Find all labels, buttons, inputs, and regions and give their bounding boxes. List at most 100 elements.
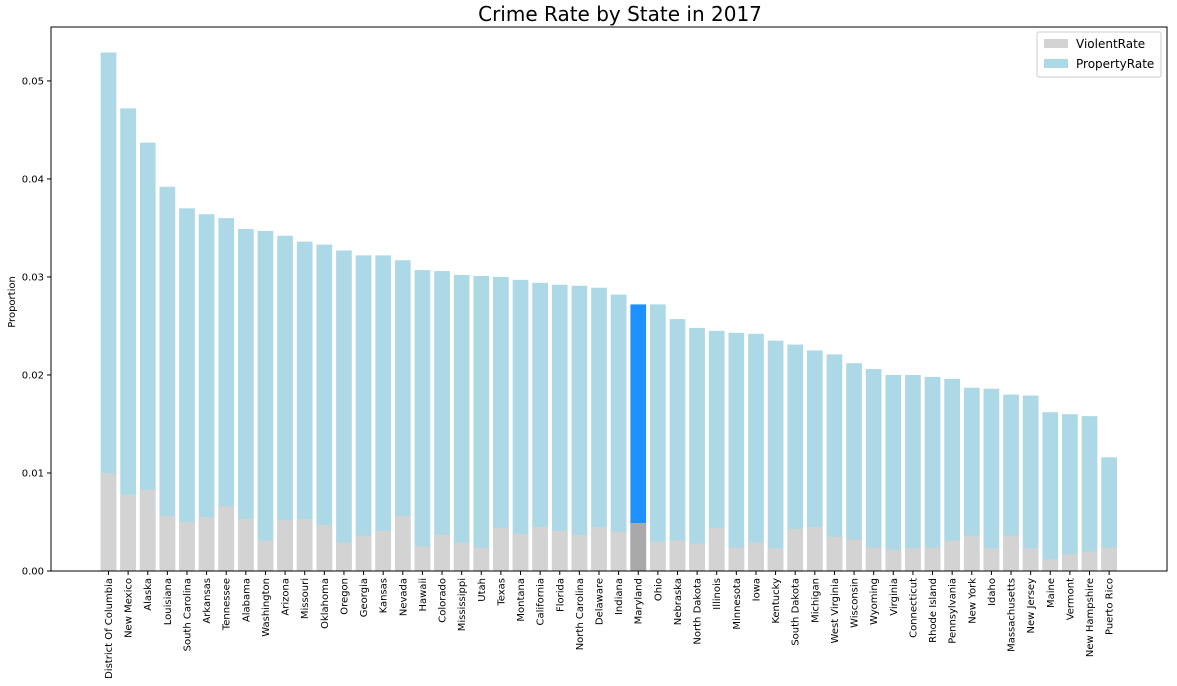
bar-violentrate-wisconsin xyxy=(846,539,862,571)
bar-violentrate-nevada xyxy=(394,516,411,571)
legend-swatch-violentrate xyxy=(1044,39,1068,48)
bar-propertyrate-mississippi xyxy=(453,274,470,571)
bar-violentrate-louisiana xyxy=(159,516,176,571)
y-tick-label: 0.00 xyxy=(22,567,44,578)
bar-propertyrate-florida xyxy=(551,284,568,571)
x-tick-label-utah: Utah xyxy=(477,578,488,602)
bar-propertyrate-louisiana xyxy=(159,186,176,572)
bar-propertyrate-tennessee xyxy=(218,218,235,571)
bar-propertyrate-maryland xyxy=(630,304,647,571)
bar-propertyrate-district-of-columbia xyxy=(100,52,117,572)
x-tick-label-kentucky: Kentucky xyxy=(771,578,782,624)
x-tick-label-texas: Texas xyxy=(496,578,507,607)
x-tick-label-district-of-columbia: District Of Columbia xyxy=(104,578,115,679)
bar-propertyrate-connecticut xyxy=(905,374,921,571)
x-tick-label-north-carolina: North Carolina xyxy=(575,578,586,650)
bar-propertyrate-nevada xyxy=(394,260,411,571)
bar-propertyrate-texas xyxy=(493,276,509,571)
axes-layer: 0.00 0.01 0.02 0.03 0.04 0.05 District Of Colu… xyxy=(22,26,1168,679)
bar-propertyrate-vermont xyxy=(1062,414,1078,571)
bar-propertyrate-new-hampshire xyxy=(1081,416,1098,571)
bar-propertyrate-massachusetts xyxy=(1003,394,1019,571)
x-tick-label-louisiana: Louisiana xyxy=(163,578,174,625)
bar-propertyrate-rhode-island xyxy=(924,376,941,571)
legend-label-violentrate: ViolentRate xyxy=(1076,37,1145,51)
bar-violentrate-alabama xyxy=(237,519,254,571)
bar-propertyrate-arkansas xyxy=(198,214,215,571)
bar-violentrate-mississippi xyxy=(453,542,470,571)
x-tick-label-indiana: Indiana xyxy=(614,578,625,615)
bar-violentrate-new-jersey xyxy=(1022,548,1039,571)
x-tick-label-connecticut: Connecticut xyxy=(908,578,919,638)
x-tick-label-california: California xyxy=(536,578,547,626)
bar-violentrate-virginia xyxy=(885,549,902,571)
bar-violentrate-alaska xyxy=(139,489,156,571)
bar-propertyrate-wyoming xyxy=(865,369,882,571)
x-tick-label-nevada: Nevada xyxy=(398,578,409,616)
x-tick-label-new-mexico: New Mexico xyxy=(124,578,135,638)
x-tick-label-alabama: Alabama xyxy=(241,578,252,622)
x-tick-label-mississippi: Mississippi xyxy=(457,578,468,631)
bar-violentrate-utah xyxy=(473,547,490,571)
bar-propertyrate-kentucky xyxy=(767,340,784,571)
bar-propertyrate-missouri xyxy=(296,241,313,571)
x-tick-label-washington: Washington xyxy=(261,578,272,637)
y-tick-label: 0.03 xyxy=(22,272,44,283)
x-tick-label-idaho: Idaho xyxy=(987,578,998,606)
bar-violentrate-pennsylvania xyxy=(944,540,961,571)
bar-violentrate-kentucky xyxy=(767,548,784,571)
x-tick-label-missouri: Missouri xyxy=(300,578,311,619)
bar-propertyrate-pennsylvania xyxy=(944,378,961,571)
bar-violentrate-arkansas xyxy=(198,517,215,571)
legend: ViolentRate PropertyRate xyxy=(1036,31,1162,78)
bar-propertyrate-idaho xyxy=(983,388,1000,571)
bar-violentrate-north-dakota xyxy=(689,543,705,571)
bar-violentrate-minnesota xyxy=(728,547,745,571)
x-tick-label-hawaii: Hawaii xyxy=(418,578,429,612)
bar-violentrate-new-mexico xyxy=(120,494,136,571)
bar-propertyrate-washington xyxy=(257,230,274,571)
bar-violentrate-massachusetts xyxy=(1003,535,1019,571)
bar-propertyrate-illinois xyxy=(708,330,725,571)
bar-propertyrate-california xyxy=(532,282,548,571)
bar-violentrate-washington xyxy=(257,540,274,571)
x-tick-label-west-virginia: West Virginia xyxy=(830,578,841,643)
bar-propertyrate-alaska xyxy=(139,142,156,571)
legend-label-propertyrate: PropertyRate xyxy=(1076,57,1154,71)
x-tick-label-georgia: Georgia xyxy=(359,578,370,617)
bar-propertyrate-indiana xyxy=(610,294,627,571)
bar-propertyrate-kansas xyxy=(375,255,392,571)
x-tick-label-montana: Montana xyxy=(516,578,527,622)
bar-propertyrate-montana xyxy=(512,279,529,571)
bar-propertyrate-new-york xyxy=(963,387,980,571)
bar-violentrate-ohio xyxy=(650,541,666,571)
x-tick-label-florida: Florida xyxy=(555,578,566,612)
bar-violentrate-nebraska xyxy=(669,540,686,571)
bar-propertyrate-alabama xyxy=(237,228,254,571)
bar-violentrate-indiana xyxy=(610,531,627,571)
bar-violentrate-hawaii xyxy=(414,546,431,571)
bar-violentrate-maine xyxy=(1042,559,1059,571)
bar-violentrate-tennessee xyxy=(218,506,235,571)
bar-violentrate-connecticut xyxy=(905,548,921,571)
x-tick-label-iowa: Iowa xyxy=(751,578,762,601)
x-tick-label-new-york: New York xyxy=(967,578,978,624)
bar-violentrate-north-carolina xyxy=(571,534,588,571)
x-tick-label-vermont: Vermont xyxy=(1065,578,1076,620)
bar-violentrate-arizona xyxy=(277,520,293,571)
x-tick-label-south-carolina: South Carolina xyxy=(182,578,193,651)
bar-violentrate-south-carolina xyxy=(179,521,195,571)
bar-propertyrate-new-jersey xyxy=(1022,395,1039,571)
bar-propertyrate-south-dakota xyxy=(787,344,804,571)
x-tick-label-pennsylvania: Pennsylvania xyxy=(948,578,959,644)
x-tick-label-massachusetts: Massachusetts xyxy=(1007,578,1018,652)
x-tick-label-maryland: Maryland xyxy=(634,578,645,624)
bars-layer xyxy=(100,52,1117,572)
x-tick-label-kansas: Kansas xyxy=(379,578,390,613)
y-tick-label: 0.05 xyxy=(22,76,44,87)
bar-propertyrate-iowa xyxy=(748,333,764,571)
bar-propertyrate-hawaii xyxy=(414,270,431,571)
x-tick-label-puerto-rico: Puerto Rico xyxy=(1105,578,1116,635)
bar-propertyrate-nebraska xyxy=(669,319,686,571)
